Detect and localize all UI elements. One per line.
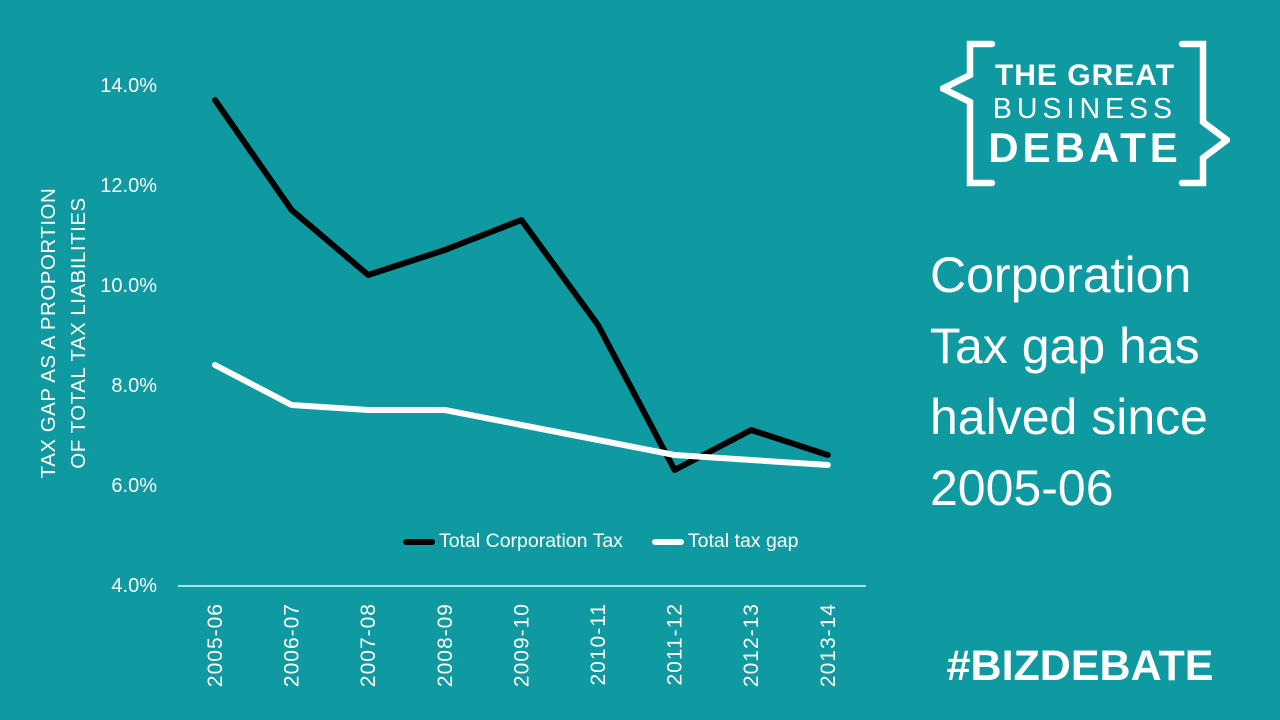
logo-text-the-great: THE GREAT xyxy=(994,59,1176,92)
y-tick-label: 4.0% xyxy=(111,575,157,597)
legend-label-total-tax-gap: Total tax gap xyxy=(687,530,799,552)
headline-line-2: Tax gap has xyxy=(930,318,1200,374)
x-tick-label: 2007-08 xyxy=(357,603,380,687)
x-tick-label: 2011-12 xyxy=(664,603,687,686)
x-tick-label: 2006-07 xyxy=(281,603,304,687)
y-axis-title-line1: TAX GAP AS A PROPORTION xyxy=(37,187,60,479)
legend-item-total-tax-gap: Total tax gap xyxy=(651,530,799,553)
logo-text-debate: DEBATE xyxy=(988,124,1182,171)
y-tick-label: 12.0% xyxy=(100,175,157,197)
headline-line-4: 2005-06 xyxy=(930,460,1114,516)
y-axis-title-line2: OF TOTAL TAX LIABILITIES xyxy=(67,197,90,469)
legend-label-total-corporation-tax: Total Corporation Tax xyxy=(439,530,623,552)
x-tick-label: 2005-06 xyxy=(204,603,227,687)
x-tick-label: 2010-11 xyxy=(587,603,610,686)
right-panel: THE GREAT BUSINESS DEBATE Corporation Ta… xyxy=(920,0,1280,720)
x-tick-label: 2013-14 xyxy=(817,603,840,687)
tax-gap-line-chart: 14.0% 12.0% 10.0% 8.0% 6.0% 4.0% 2005-06 2006-0… xyxy=(100,75,866,687)
logo-text-business: BUSINESS xyxy=(992,93,1178,125)
legend-line-swatch-white-icon xyxy=(651,538,684,545)
logo-brackets xyxy=(940,40,1230,187)
legend-item-total-corporation-tax: Total Corporation Tax xyxy=(403,530,623,553)
x-tick-label: 2008-09 xyxy=(434,603,457,687)
y-axis-title: TAX GAP AS A PROPORTION OF TOTAL TAX LIA… xyxy=(34,173,94,493)
legend-line-swatch-black-icon xyxy=(403,538,435,545)
great-business-debate-logo: THE GREAT BUSINESS DEBATE xyxy=(940,30,1230,195)
chart-legend: Total Corporation Tax Total tax gap xyxy=(403,530,799,553)
series-line-total-corporation-tax xyxy=(212,97,831,473)
y-tick-label: 8.0% xyxy=(111,375,157,397)
hashtag: #BIZDEBATE xyxy=(946,642,1214,690)
x-tick-label: 2009-10 xyxy=(510,603,533,687)
y-tick-label: 6.0% xyxy=(111,475,157,497)
headline-line-1: Corporation xyxy=(930,247,1192,303)
y-tick-label: 14.0% xyxy=(100,75,157,97)
headline: Corporation Tax gap has halved since 200… xyxy=(930,240,1260,524)
y-tick-label: 10.0% xyxy=(100,275,157,297)
logo-right-bracket-icon xyxy=(1178,40,1230,187)
x-tick-label: 2012-13 xyxy=(740,603,763,687)
logo-left-bracket-icon xyxy=(940,40,996,187)
series-line-total-tax-gap xyxy=(212,362,831,468)
headline-line-3: halved since xyxy=(930,389,1208,445)
